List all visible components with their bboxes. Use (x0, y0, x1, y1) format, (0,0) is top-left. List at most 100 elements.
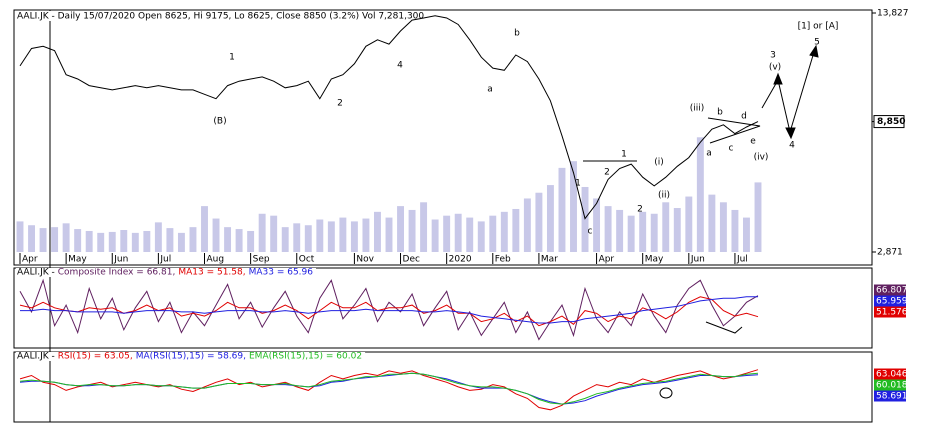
x-tick-label: Aug (207, 255, 225, 265)
volume-bar (397, 206, 404, 252)
wave-label: (B) (213, 117, 226, 127)
legend-entry: MA(RSI(15),15) = 58.69, (136, 352, 246, 362)
legend-entry: Composite Index = 66.81, (58, 268, 176, 278)
volume-bar (316, 219, 324, 252)
volume-bar (673, 208, 681, 252)
wave-label: c (588, 227, 593, 237)
volume-bar (62, 223, 70, 252)
wave-label: b (514, 29, 520, 39)
volume-bar (627, 215, 635, 252)
x-tick-label: Jul (736, 255, 748, 265)
volume-bar (431, 219, 439, 252)
volume-bar (708, 194, 716, 252)
wave-label: c (729, 144, 734, 154)
x-tick-label: Jun (690, 255, 705, 265)
rsi-panel (13, 351, 873, 423)
last-value-box (874, 368, 906, 380)
legend-entry: MA13 = 51.58, (178, 268, 245, 278)
volume-bar (247, 230, 255, 252)
volume-bar (327, 221, 335, 252)
volume-bar (408, 209, 416, 252)
volume-bar (443, 215, 451, 252)
volume-bar (166, 228, 174, 252)
volume-bar (639, 211, 647, 252)
volume-bar (616, 209, 624, 252)
y-tick-label: 2,871 (877, 248, 903, 258)
volume-bar (154, 222, 162, 252)
wave-label: 2 (604, 168, 610, 178)
wave-label: a (706, 149, 712, 159)
volume-bar (108, 231, 116, 252)
wave-label: 1 (621, 150, 627, 160)
last-value-label: 65.9591 (876, 297, 913, 307)
last-value-label: 51.5764 (876, 308, 913, 318)
x-tick-label: Jul (159, 255, 171, 265)
volume-bar (97, 232, 105, 252)
wave-label: a (487, 85, 493, 95)
wave-label: 1 (575, 179, 581, 189)
wave-label: (iv) (754, 153, 769, 163)
x-tick-label: May (645, 255, 664, 265)
volume-bar (512, 208, 520, 252)
volume-bar (270, 215, 278, 252)
volume-bar (546, 185, 554, 252)
x-tick-label: Sep (253, 255, 270, 265)
last-value-label: 60.0189 (876, 381, 913, 391)
legend-bg (16, 268, 316, 277)
volume-bar (28, 225, 35, 252)
volume-bar (304, 225, 312, 252)
volume-bar (570, 161, 577, 252)
series-line (19, 372, 759, 405)
wave-label: (iii) (690, 104, 705, 114)
wave-label: (i) (654, 158, 664, 168)
legend-entry: EMA(RSI(15),15) = 60.02 (249, 352, 362, 362)
volume-bar (662, 202, 670, 252)
volume-bar (500, 211, 508, 252)
volume-bar (696, 137, 704, 252)
wave-label: 1 (229, 53, 235, 63)
wave-label: d (741, 112, 747, 122)
volume-bar (177, 232, 185, 252)
volume-bar (385, 217, 393, 252)
volume-bar (212, 218, 220, 252)
volume-bar (743, 217, 750, 252)
volume-bar (74, 229, 82, 252)
wave-label: b (717, 108, 723, 118)
volume-bar (362, 218, 370, 252)
composite-panel (13, 267, 873, 349)
volume-bar (454, 213, 462, 252)
last-value-box (874, 379, 906, 391)
volume-bar (754, 182, 762, 252)
series-line (19, 296, 759, 327)
series-line (19, 15, 759, 220)
volume-bar (339, 217, 347, 252)
last-price-box (873, 115, 905, 129)
title-bg (16, 11, 378, 21)
last-value-box (874, 284, 906, 296)
volume-bar (523, 198, 531, 252)
legend-bg (16, 352, 366, 361)
volume-bar (374, 211, 381, 252)
series-line (19, 372, 759, 405)
last-value-box (874, 306, 906, 318)
last-value-box (874, 390, 906, 402)
volume-bar (85, 230, 93, 252)
volume-bar (558, 167, 566, 252)
y-tick-label: 13,827 (877, 9, 909, 19)
last-value-label: 63.0461 (876, 370, 913, 380)
x-tick-label: Mar (541, 255, 558, 265)
x-tick-label: Feb (495, 255, 511, 265)
volume-bar (224, 227, 232, 252)
wave-label: e (750, 137, 756, 147)
volume-bar (131, 232, 139, 252)
volume-bar (293, 223, 301, 252)
volume-bar (143, 230, 151, 252)
volume-bar (535, 192, 543, 252)
volume-bar (51, 227, 59, 252)
last-value-label: 58.6918 (876, 392, 913, 402)
x-tick-label: Apr (22, 255, 38, 265)
wave-label: 4 (397, 61, 403, 71)
volume-bar (16, 221, 24, 252)
ticker-label: AALI.JK - (17, 352, 55, 362)
